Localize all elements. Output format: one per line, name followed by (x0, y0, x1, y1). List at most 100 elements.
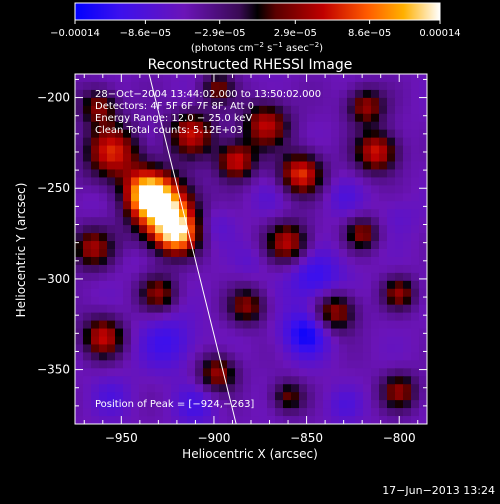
heatmap-cell (419, 161, 427, 171)
heatmap-cell (243, 169, 252, 178)
heatmap-cell (363, 105, 372, 115)
heatmap-cell (259, 280, 268, 290)
heatmap-cell (395, 113, 404, 123)
heatmap-cell (155, 256, 164, 266)
heatmap-cell (219, 256, 228, 266)
heatmap-cell (243, 336, 252, 346)
heatmap-cell (283, 153, 292, 163)
heatmap-cell (371, 193, 380, 202)
heatmap-cell (331, 153, 340, 163)
heatmap-cell (227, 264, 236, 274)
heatmap-cell (187, 400, 196, 409)
heatmap-cell (299, 217, 308, 226)
heatmap-cell (131, 272, 140, 282)
heatmap-cell (91, 105, 100, 115)
heatmap-cell (299, 312, 308, 322)
heatmap-cell (155, 384, 164, 393)
heatmap-cell (235, 400, 244, 409)
heatmap-cell (379, 392, 388, 401)
heatmap-cell (83, 177, 92, 186)
heatmap-cell (323, 384, 332, 393)
heatmap-cell (283, 304, 292, 314)
heatmap-cell (275, 352, 284, 361)
heatmap-cell (371, 288, 380, 298)
heatmap-cell (395, 81, 404, 91)
heatmap-cell (91, 280, 100, 290)
heatmap-cell (347, 328, 356, 338)
heatmap-cell (379, 209, 388, 218)
heatmap-cell (275, 225, 284, 234)
heatmap-cell (163, 233, 172, 242)
heatmap-cell (251, 177, 260, 186)
heatmap-cell (171, 201, 180, 210)
heatmap-cell (323, 312, 332, 322)
heatmap-cell (99, 288, 108, 298)
heatmap-cell (275, 97, 284, 107)
heatmap-cell (227, 217, 236, 226)
heatmap-cell (355, 344, 364, 353)
heatmap-cell (339, 392, 348, 401)
heatmap-cell (283, 97, 292, 107)
heatmap-cell (275, 177, 284, 186)
heatmap-cell (371, 392, 380, 401)
heatmap-cell (195, 121, 204, 131)
heatmap-cell (355, 105, 364, 115)
heatmap-cell (291, 161, 300, 171)
heatmap-cell (243, 280, 252, 290)
heatmap-cell (323, 256, 332, 266)
heatmap-cell (419, 264, 427, 274)
heatmap-cell (387, 249, 396, 258)
heatmap-cell (83, 368, 92, 377)
heatmap-cell (403, 201, 412, 210)
heatmap-cell (211, 352, 220, 361)
heatmap-cell (179, 288, 188, 298)
heatmap-cell (123, 121, 132, 131)
heatmap-cell (379, 320, 388, 330)
heatmap-cell (331, 376, 340, 385)
heatmap-cell (123, 89, 132, 99)
heatmap-cell (227, 105, 236, 115)
heatmap-cell (267, 169, 276, 178)
heatmap-cell (259, 113, 268, 123)
heatmap-cell (275, 256, 284, 266)
heatmap-cell (75, 74, 84, 83)
heatmap-cell (83, 400, 92, 409)
heatmap-cell (123, 280, 132, 290)
heatmap-cell (107, 185, 116, 194)
heatmap-cell (219, 113, 228, 123)
heatmap-cell (283, 408, 292, 417)
heatmap-cell (267, 408, 276, 417)
heatmap-cell (315, 272, 324, 282)
heatmap-cell (195, 74, 204, 83)
heatmap-cell (91, 296, 100, 306)
heatmap-cell (283, 320, 292, 330)
heatmap-cell (403, 193, 412, 202)
heatmap-cell (139, 416, 148, 424)
heatmap-cell (323, 105, 332, 115)
heatmap-cell (235, 209, 244, 218)
heatmap-cell (75, 376, 84, 385)
heatmap-cell (275, 304, 284, 314)
heatmap-cell (83, 89, 92, 99)
heatmap-cell (363, 400, 372, 409)
heatmap-cell (267, 217, 276, 226)
heatmap-cell (187, 89, 196, 99)
heatmap-cell (171, 288, 180, 298)
heatmap-cell (115, 177, 124, 186)
heatmap-cell (107, 209, 116, 218)
heatmap-cell (243, 352, 252, 361)
heatmap-cell (107, 137, 116, 147)
heatmap-cell (323, 121, 332, 131)
heatmap-cell (203, 352, 212, 361)
heatmap-cell (411, 392, 420, 401)
heatmap-cell (139, 400, 148, 409)
heatmap-cell (107, 312, 116, 322)
heatmap-cell (323, 74, 332, 83)
heatmap-cell (275, 360, 284, 369)
heatmap-cell (291, 352, 300, 361)
heatmap-cell (315, 392, 324, 401)
heatmap-cell (179, 368, 188, 377)
heatmap-cell (139, 233, 148, 242)
heatmap-cell (275, 105, 284, 115)
heatmap-cell (363, 161, 372, 171)
